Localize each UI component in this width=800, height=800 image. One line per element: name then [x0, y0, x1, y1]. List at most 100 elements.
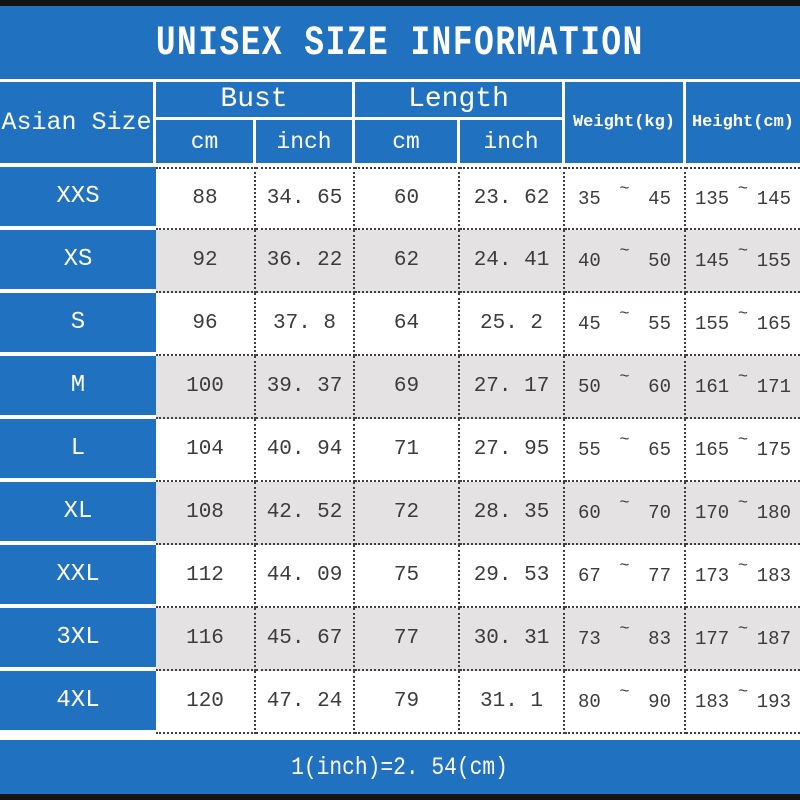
bust-inch-cell: 37. 8	[256, 293, 355, 356]
tilde-icon: ~	[619, 305, 630, 324]
length-cm-cell: 64	[355, 293, 460, 356]
conversion-note: 1(inch)=2. 54(cm)	[291, 752, 509, 782]
bust-cm-cell: 116	[156, 608, 256, 671]
length-cm-cell: 79	[355, 671, 460, 734]
header-cell-length: Length	[355, 82, 565, 120]
height-range-cell-min: 165	[695, 438, 730, 461]
height-range-cell-min: 177	[695, 627, 730, 650]
bust-cm-cell: 100	[156, 356, 256, 419]
length-inch-cell: 31. 1	[460, 671, 565, 734]
tilde-icon: ~	[619, 494, 630, 513]
weight-range-cell-max: 65	[648, 438, 671, 461]
length-inch-cell: 29. 53	[460, 545, 565, 608]
height-range-cell: 183 ~193	[686, 671, 800, 734]
divider	[0, 79, 800, 82]
weight-range-cell-max: 77	[648, 564, 671, 587]
length-cm-cell: 69	[355, 356, 460, 419]
header-subcell-length-inch: inch	[460, 120, 565, 163]
bust-inch-cell: 47. 24	[256, 671, 355, 734]
height-range-cell-min: 170	[695, 501, 730, 524]
weight-range-cell-max: 55	[648, 312, 671, 335]
table-row: XL 108 42. 52 72 28. 35 60 ~70 170 ~180	[0, 482, 800, 545]
length-cm-cell: 75	[355, 545, 460, 608]
size-cell: XL	[0, 482, 156, 545]
height-range-cell: 145 ~155	[686, 230, 800, 293]
tilde-icon: ~	[619, 557, 630, 576]
height-range-cell: 177 ~187	[686, 608, 800, 671]
length-inch-cell: 27. 17	[460, 356, 565, 419]
weight-range-cell-min: 67	[578, 564, 601, 587]
height-range-cell-max: 165	[756, 312, 791, 335]
header-cell-height: Height(cm)	[686, 82, 800, 163]
tilde-icon: ~	[619, 683, 630, 702]
tilde-icon: ~	[737, 557, 749, 576]
weight-range-cell: 40 ~50	[565, 230, 686, 293]
length-cm-cell: 62	[355, 230, 460, 293]
header-cell-weight: Weight(kg)	[565, 82, 686, 163]
height-range-cell-max: 155	[756, 249, 791, 272]
header-subcell-length-cm: cm	[355, 120, 460, 163]
height-range-cell: 173 ~183	[686, 545, 800, 608]
weight-range-cell-max: 45	[648, 187, 671, 210]
tilde-icon: ~	[619, 180, 630, 199]
table-row: XS 92 36. 22 62 24. 41 40 ~50 145 ~155	[0, 230, 800, 293]
bust-cm-cell: 108	[156, 482, 256, 545]
title-banner: UNISEX SIZE INFORMATION	[0, 6, 800, 79]
table-row: XXS 88 34. 65 60 23. 62 35 ~45 135 ~145	[0, 167, 800, 230]
header-cell-asian-size: Asian Size	[0, 82, 156, 163]
header-subcell-bust-cm: cm	[156, 120, 256, 163]
height-range-cell-max: 175	[756, 438, 791, 461]
size-cell: XXL	[0, 545, 156, 608]
tilde-icon: ~	[619, 431, 630, 450]
height-range-cell-min: 145	[695, 249, 730, 272]
tilde-icon: ~	[619, 620, 630, 639]
table-row: 4XL 120 47. 24 79 31. 1 80 ~90 183 ~193	[0, 671, 800, 734]
weight-range-cell-min: 35	[578, 187, 601, 210]
length-cm-cell: 71	[355, 419, 460, 482]
bust-cm-cell: 96	[156, 293, 256, 356]
length-inch-cell: 28. 35	[460, 482, 565, 545]
tilde-icon: ~	[737, 431, 749, 450]
table-row: S 96 37. 8 64 25. 2 45 ~55 155 ~165	[0, 293, 800, 356]
divider	[0, 734, 800, 740]
size-cell: M	[0, 356, 156, 419]
height-range-cell-min: 161	[695, 375, 730, 398]
page-title: UNISEX SIZE INFORMATION	[155, 18, 645, 67]
height-range-cell: 135 ~145	[686, 167, 800, 230]
height-range-cell: 161 ~171	[686, 356, 800, 419]
bust-inch-cell: 36. 22	[256, 230, 355, 293]
height-range-cell: 165 ~175	[686, 419, 800, 482]
weight-range-cell-min: 80	[578, 690, 601, 713]
weight-range-cell-min: 73	[578, 627, 601, 650]
weight-range-cell-min: 50	[578, 375, 601, 398]
weight-range-cell-max: 90	[648, 690, 671, 713]
bust-cm-cell: 120	[156, 671, 256, 734]
length-inch-cell: 27. 95	[460, 419, 565, 482]
length-inch-cell: 30. 31	[460, 608, 565, 671]
bust-cm-cell: 92	[156, 230, 256, 293]
height-range-cell-max: 187	[756, 627, 791, 650]
size-cell: 3XL	[0, 608, 156, 671]
bust-cm-cell: 88	[156, 167, 256, 230]
weight-range-cell-max: 50	[648, 249, 671, 272]
length-inch-cell: 24. 41	[460, 230, 565, 293]
table-header: Asian Size Bust Length Weight(kg) Height…	[0, 82, 800, 163]
weight-range-cell-max: 60	[648, 375, 671, 398]
footer-note-band: 1(inch)=2. 54(cm)	[0, 740, 800, 794]
bust-inch-cell: 34. 65	[256, 167, 355, 230]
tilde-icon: ~	[737, 683, 749, 702]
size-cell: XXS	[0, 167, 156, 230]
tilde-icon: ~	[737, 620, 749, 639]
bust-cm-cell: 112	[156, 545, 256, 608]
header-subcell-bust-inch: inch	[256, 120, 355, 163]
weight-range-cell-min: 55	[578, 438, 601, 461]
height-range-cell-max: 145	[756, 187, 791, 210]
height-range-cell-max: 193	[756, 690, 791, 713]
weight-range-cell-max: 70	[648, 501, 671, 524]
bust-cm-cell: 104	[156, 419, 256, 482]
length-cm-cell: 77	[355, 608, 460, 671]
weight-range-cell-min: 45	[578, 312, 601, 335]
length-inch-cell: 25. 2	[460, 293, 565, 356]
height-range-cell-min: 155	[695, 312, 730, 335]
bust-inch-cell: 44. 09	[256, 545, 355, 608]
